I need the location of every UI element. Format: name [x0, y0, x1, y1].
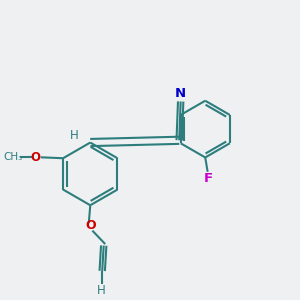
Text: H: H: [70, 129, 78, 142]
Text: H: H: [97, 284, 106, 297]
Text: O: O: [30, 151, 40, 164]
Text: F: F: [204, 172, 213, 185]
Text: CH₃: CH₃: [3, 152, 22, 162]
Text: N: N: [175, 87, 186, 100]
Text: O: O: [85, 219, 96, 232]
